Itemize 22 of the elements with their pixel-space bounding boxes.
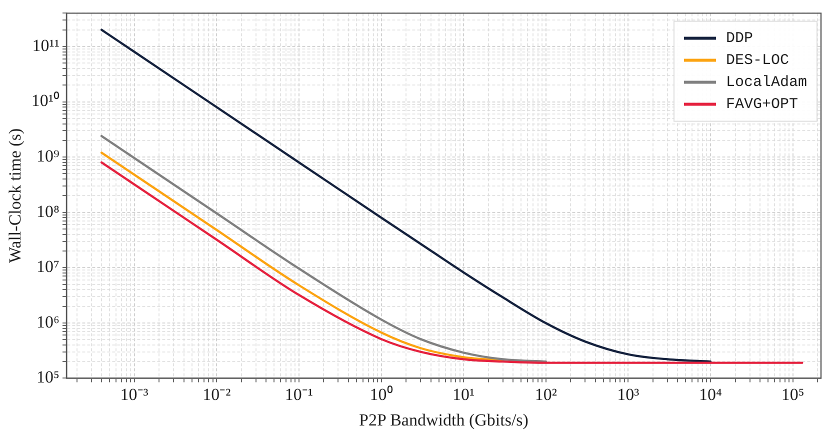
- x-tick-label: 10⁵: [781, 384, 804, 404]
- x-tick-label: 10³: [617, 384, 640, 404]
- y-tick-label: 10⁷: [36, 257, 60, 276]
- x-tick-label: 10⁻²: [202, 384, 231, 404]
- y-tick-label: 10¹⁰: [31, 91, 60, 110]
- x-tick-label: 10⁻³: [120, 384, 148, 404]
- x-tick-label: 10⁻¹: [284, 384, 313, 404]
- y-tick-label: 10⁸: [36, 202, 60, 221]
- y-tick-label: 10⁹: [36, 146, 60, 166]
- legend-label: DDP: [726, 30, 753, 48]
- legend-label: DES-LOC: [726, 52, 789, 70]
- x-tick-label: 10¹: [452, 384, 475, 404]
- x-tick-label: 10⁰: [370, 384, 393, 404]
- y-axis-title: Wall-Clock time (s): [6, 128, 25, 264]
- y-tick-label: 10¹¹: [32, 36, 60, 55]
- legend-label: FAVG+OPT: [726, 96, 798, 114]
- x-axis-title: P2P Bandwidth (Gbits/s): [359, 410, 528, 430]
- x-tick-label: 10²: [534, 384, 557, 404]
- y-tick-label: 10⁶: [36, 312, 60, 332]
- legend-label: LocalAdam: [726, 74, 807, 92]
- x-tick-label: 10⁴: [699, 384, 722, 404]
- y-tick-label: 10⁵: [36, 368, 60, 387]
